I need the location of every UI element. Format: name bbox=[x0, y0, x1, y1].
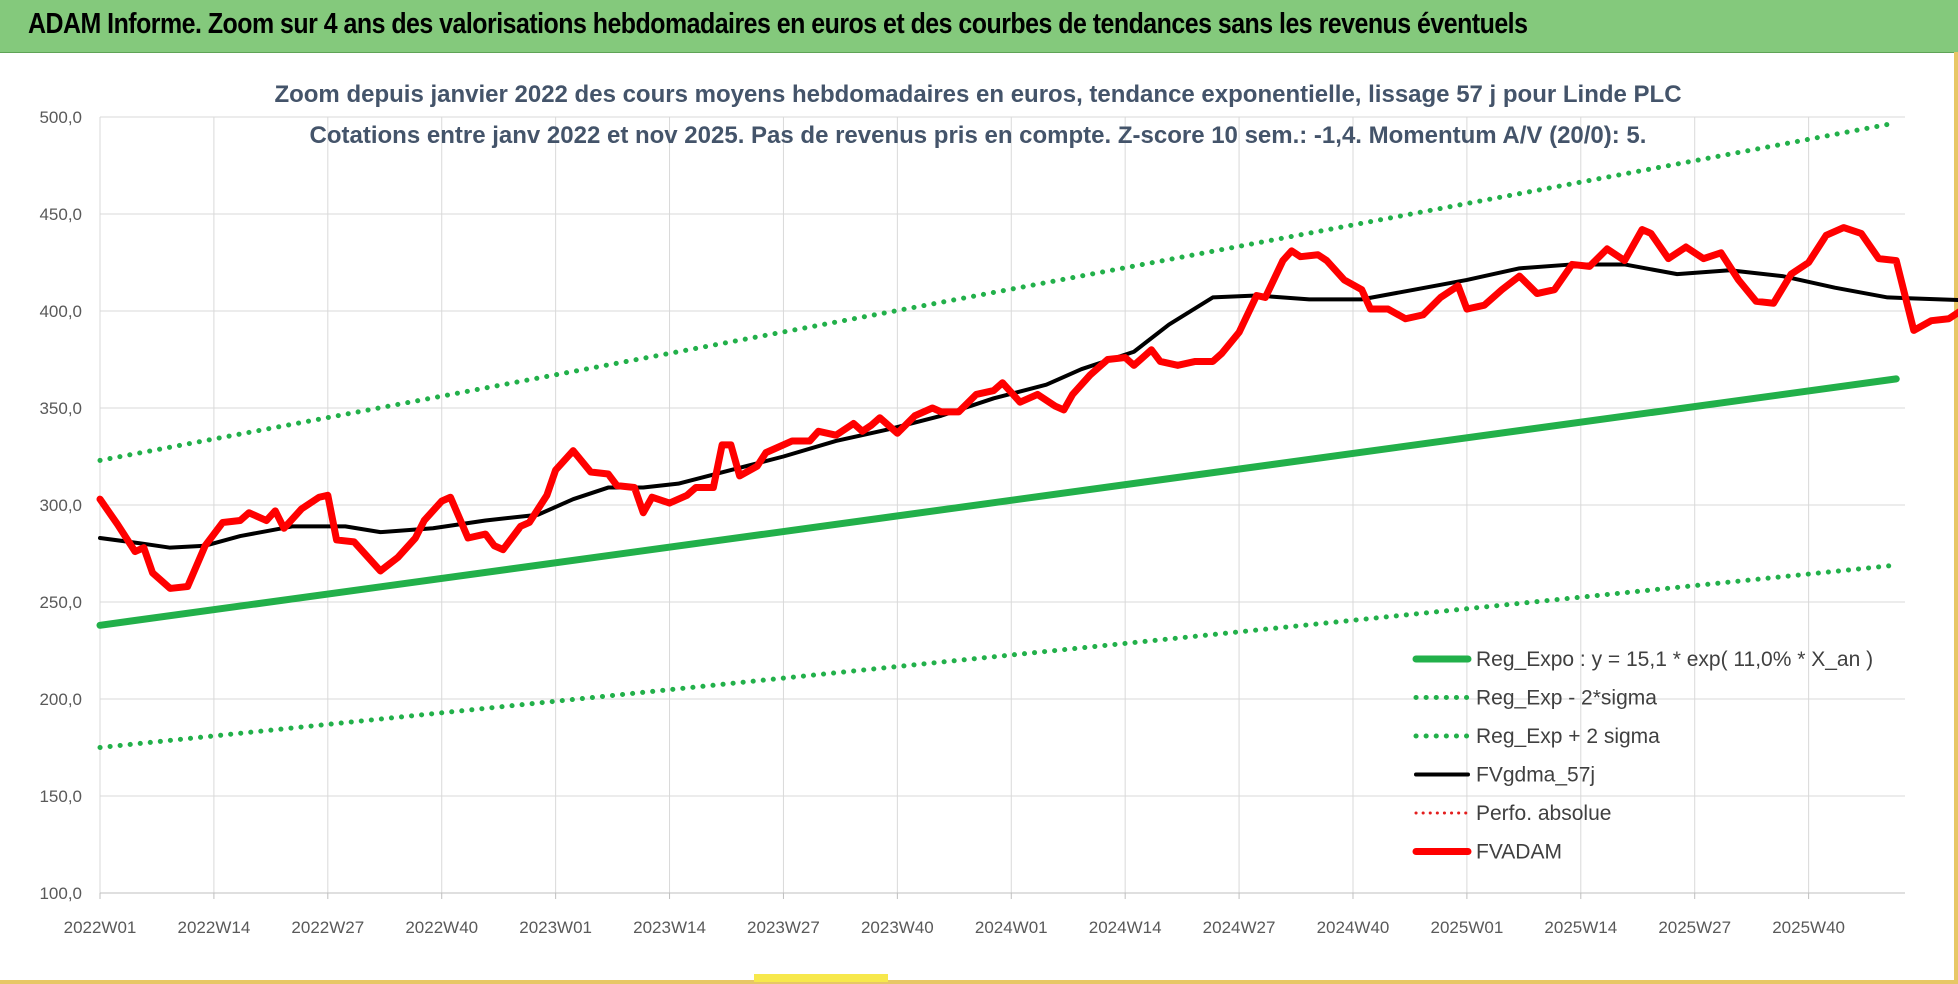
y-tick-label: 200,0 bbox=[39, 690, 82, 709]
x-tick-label: 2022W40 bbox=[405, 918, 478, 937]
chart-frame bbox=[0, 52, 1958, 984]
x-tick-label: 2022W14 bbox=[178, 918, 251, 937]
x-tick-label: 2024W27 bbox=[1203, 918, 1276, 937]
y-tick-label: 350,0 bbox=[39, 399, 82, 418]
legend-label: Reg_Exp - 2*sigma bbox=[1476, 687, 1657, 710]
report-banner-title: ADAM Informe. Zoom sur 4 ans des valoris… bbox=[28, 8, 1528, 40]
x-axis-ticks: 2022W01 2022W14 2022W27 2022W40 2023W01 2023W… bbox=[64, 918, 1845, 937]
y-axis-ticks: 100,0 150,0 200,0 250,0 300,0 350,0 400,0 450,0… bbox=[39, 108, 82, 903]
x-tick-label: 2022W01 bbox=[64, 918, 137, 937]
y-tick-label: 400,0 bbox=[39, 302, 82, 321]
report-banner: ADAM Informe. Zoom sur 4 ans des valoris… bbox=[0, 0, 1958, 53]
chart-subtitle: Cotations entre janv 2022 et nov 2025. P… bbox=[310, 122, 1647, 149]
chart-title: Zoom depuis janvier 2022 des cours moyen… bbox=[274, 81, 1681, 108]
y-tick-label: 300,0 bbox=[39, 496, 82, 515]
x-tick-label: 2024W14 bbox=[1089, 918, 1162, 937]
x-tick-label: 2025W01 bbox=[1431, 918, 1504, 937]
legend-label: Reg_Exp + 2 sigma bbox=[1476, 725, 1660, 748]
y-tick-label: 250,0 bbox=[39, 593, 82, 612]
chart-series bbox=[96, 120, 1958, 750]
x-tick-label: 2022W27 bbox=[291, 918, 364, 937]
y-tick-label: 100,0 bbox=[39, 884, 82, 903]
x-tick-label: 2023W01 bbox=[519, 918, 592, 937]
legend-label: Perfo. absolue bbox=[1476, 802, 1611, 825]
series-line-5 bbox=[96, 224, 1958, 592]
x-tick-label: 2023W27 bbox=[747, 918, 820, 937]
x-tick-label: 2025W40 bbox=[1772, 918, 1845, 937]
x-tick-label: 2025W14 bbox=[1544, 918, 1617, 937]
chart-grid bbox=[99, 116, 1905, 899]
x-tick-label: 2025W27 bbox=[1658, 918, 1731, 937]
x-tick-label: 2023W14 bbox=[633, 918, 706, 937]
y-tick-label: 500,0 bbox=[39, 108, 82, 127]
x-tick-label: 2024W40 bbox=[1317, 918, 1390, 937]
series-line-3 bbox=[98, 262, 1958, 550]
x-tick-label: 2024W01 bbox=[975, 918, 1048, 937]
y-tick-label: 150,0 bbox=[39, 787, 82, 806]
legend-label: FVgdma_57j bbox=[1476, 764, 1595, 787]
series-line-1 bbox=[97, 562, 1899, 750]
legend-label: FVADAM bbox=[1476, 841, 1562, 864]
legend-label: Reg_Expo : y = 15,1 * exp( 11,0% * X_an … bbox=[1476, 648, 1873, 671]
y-tick-label: 450,0 bbox=[39, 205, 82, 224]
series-line-0 bbox=[96, 375, 1900, 629]
chart-legend: Reg_Expo : y = 15,1 * exp( 11,0% * X_an … bbox=[1412, 648, 1873, 864]
x-tick-label: 2023W40 bbox=[861, 918, 934, 937]
bottom-accent-strip bbox=[754, 974, 888, 982]
series-line-2 bbox=[97, 120, 1899, 463]
